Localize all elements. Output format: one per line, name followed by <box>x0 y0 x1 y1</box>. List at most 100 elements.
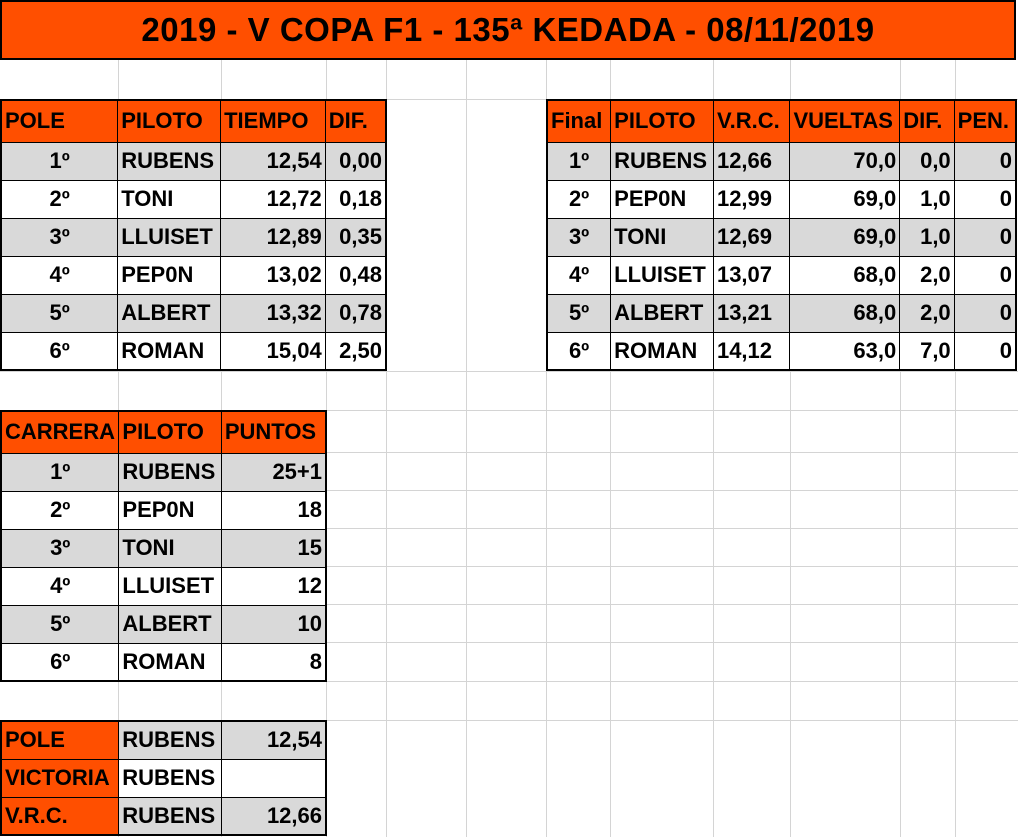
table-row: 5º ALBERT 10 <box>0 604 327 644</box>
position-cell: 3º <box>0 217 119 257</box>
laps-cell: 70,0 <box>789 141 901 181</box>
position-cell: 1º <box>546 141 612 181</box>
driver-cell: RUBENS <box>118 758 223 798</box>
position-cell: 4º <box>0 566 120 606</box>
points-cell: 18 <box>220 490 327 530</box>
page-title: 2019 - V COPA F1 - 135ª KEDADA - 08/11/2… <box>0 0 1016 60</box>
value-cell <box>221 758 327 798</box>
driver-cell: RUBENS <box>118 796 223 836</box>
time-cell: 12,72 <box>220 179 326 219</box>
diff-cell: 2,0 <box>899 293 955 333</box>
diff-cell: 2,50 <box>324 331 387 371</box>
time-cell: 12,54 <box>220 141 326 181</box>
header-cell: PILOTO <box>117 99 222 143</box>
position-cell: 3º <box>546 217 612 257</box>
vrc-cell: 13,07 <box>712 255 791 295</box>
penalty-cell: 0 <box>953 217 1017 257</box>
table-row: 6º ROMAN 15,04 2,50 <box>0 331 387 371</box>
table-row: 4º PEP0N 13,02 0,48 <box>0 255 387 295</box>
driver-cell: RUBENS <box>117 141 222 181</box>
driver-cell: RUBENS <box>610 141 714 181</box>
vrc-cell: 12,66 <box>712 141 791 181</box>
position-cell: 4º <box>0 255 119 295</box>
driver-cell: LLUISET <box>117 217 222 257</box>
diff-cell: 1,0 <box>899 179 955 219</box>
penalty-cell: 0 <box>953 141 1017 181</box>
table-row: 2º PEP0N 12,99 69,0 1,0 0 <box>546 179 1017 219</box>
table-header-row: CARRERA PILOTO PUNTOS <box>0 410 327 454</box>
summary-table: POLE RUBENS 12,54 VICTORIA RUBENS V.R.C.… <box>0 720 327 836</box>
driver-cell: RUBENS <box>118 452 222 492</box>
summary-label-cell: POLE <box>0 720 120 760</box>
diff-cell: 0,00 <box>324 141 387 181</box>
table-header-row: Final PILOTO V.R.C. VUELTAS DIF. PEN. <box>546 99 1017 143</box>
header-cell: PILOTO <box>610 99 714 143</box>
time-cell: 13,32 <box>220 293 326 333</box>
diff-cell: 0,35 <box>324 217 387 257</box>
position-cell: 4º <box>546 255 612 295</box>
table-row: 1º RUBENS 12,66 70,0 0,0 0 <box>546 141 1017 181</box>
driver-cell: LLUISET <box>610 255 714 295</box>
header-cell: PILOTO <box>118 410 222 454</box>
header-cell: Final <box>546 99 612 143</box>
diff-cell: 1,0 <box>899 217 955 257</box>
summary-label-cell: VICTORIA <box>0 758 120 798</box>
time-cell: 15,04 <box>220 331 326 371</box>
position-cell: 1º <box>0 141 119 181</box>
points-cell: 15 <box>220 528 327 568</box>
table-row: POLE RUBENS 12,54 <box>0 720 327 760</box>
diff-cell: 2,0 <box>899 255 955 295</box>
header-cell: V.R.C. <box>712 99 791 143</box>
penalty-cell: 0 <box>953 255 1017 295</box>
header-cell: TIEMPO <box>220 99 326 143</box>
time-cell: 13,02 <box>220 255 326 295</box>
driver-cell: PEP0N <box>118 490 222 530</box>
table-row: 4º LLUISET 13,07 68,0 2,0 0 <box>546 255 1017 295</box>
points-cell: 12 <box>220 566 327 606</box>
time-cell: 12,89 <box>220 217 326 257</box>
table-row: V.R.C. RUBENS 12,66 <box>0 796 327 836</box>
position-cell: 6º <box>546 331 612 371</box>
table-row: 4º LLUISET 12 <box>0 566 327 606</box>
vrc-cell: 12,99 <box>712 179 791 219</box>
position-cell: 6º <box>0 331 119 371</box>
driver-cell: ROMAN <box>117 331 222 371</box>
driver-cell: ROMAN <box>118 642 222 682</box>
table-row: 2º TONI 12,72 0,18 <box>0 179 387 219</box>
table-row: 1º RUBENS 25+1 <box>0 452 327 492</box>
header-cell: PUNTOS <box>220 410 327 454</box>
position-cell: 2º <box>546 179 612 219</box>
driver-cell: PEP0N <box>610 179 714 219</box>
table-row: 6º ROMAN 14,12 63,0 7,0 0 <box>546 331 1017 371</box>
position-cell: 2º <box>0 490 120 530</box>
vrc-cell: 13,21 <box>712 293 791 333</box>
table-row: 5º ALBERT 13,32 0,78 <box>0 293 387 333</box>
table-row: 6º ROMAN 8 <box>0 642 327 682</box>
diff-cell: 0,18 <box>324 179 387 219</box>
value-cell: 12,54 <box>221 720 327 760</box>
header-cell: PEN. <box>953 99 1017 143</box>
position-cell: 2º <box>0 179 119 219</box>
driver-cell: LLUISET <box>118 566 222 606</box>
header-cell: CARRERA <box>0 410 120 454</box>
laps-cell: 68,0 <box>789 255 901 295</box>
laps-cell: 69,0 <box>789 179 901 219</box>
table-row: 2º PEP0N 18 <box>0 490 327 530</box>
laps-cell: 69,0 <box>789 217 901 257</box>
driver-cell: TONI <box>610 217 714 257</box>
summary-label-cell: V.R.C. <box>0 796 120 836</box>
penalty-cell: 0 <box>953 331 1017 371</box>
points-cell: 10 <box>220 604 327 644</box>
diff-cell: 0,0 <box>899 141 955 181</box>
diff-cell: 7,0 <box>899 331 955 371</box>
header-cell: DIF. <box>324 99 387 143</box>
driver-cell: ALBERT <box>610 293 714 333</box>
driver-cell: PEP0N <box>117 255 222 295</box>
penalty-cell: 0 <box>953 293 1017 333</box>
laps-cell: 68,0 <box>789 293 901 333</box>
position-cell: 5º <box>0 604 120 644</box>
final-table: Final PILOTO V.R.C. VUELTAS DIF. PEN. 1º… <box>546 99 1017 371</box>
driver-cell: ALBERT <box>117 293 222 333</box>
driver-cell: RUBENS <box>118 720 223 760</box>
table-row: 3º TONI 15 <box>0 528 327 568</box>
